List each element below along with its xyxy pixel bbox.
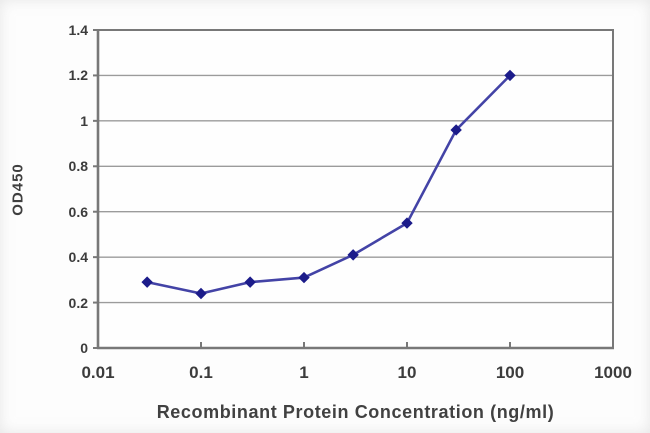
data-point-marker [347, 249, 359, 261]
x-tick-label: 100 [495, 363, 525, 382]
x-tick-label: 10 [397, 363, 417, 382]
y-tick-label: 0 [80, 340, 88, 356]
x-tick-label: 0.1 [189, 363, 213, 382]
series-line [145, 74, 512, 295]
y-tick-label: 0.2 [68, 294, 88, 311]
x-tick-label: 1 [299, 363, 309, 382]
x-tick-label: 1000 [594, 363, 632, 382]
x-tick-label: 0.01 [81, 363, 115, 382]
plot-background [98, 30, 613, 348]
data-point-marker [195, 287, 207, 300]
y-tick-label: 1.4 [68, 22, 88, 38]
y-tick-label: 1.2 [68, 67, 88, 84]
y-axis-title: OD450 [9, 163, 27, 216]
data-point-marker [141, 276, 153, 288]
y-tick-label: 1 [80, 112, 88, 129]
data-point-marker [298, 271, 310, 284]
y-tick-label: 0.8 [68, 158, 88, 175]
y-tick-label: 0.4 [68, 249, 88, 266]
x-axis-title: Recombinant Protein Concentration (ng/ml… [156, 402, 555, 422]
data-point-marker [504, 69, 516, 82]
data-point-marker [450, 124, 462, 136]
y-tick-label: 0.6 [68, 203, 88, 220]
data-point-marker [244, 276, 256, 288]
data-point-marker [401, 217, 413, 229]
